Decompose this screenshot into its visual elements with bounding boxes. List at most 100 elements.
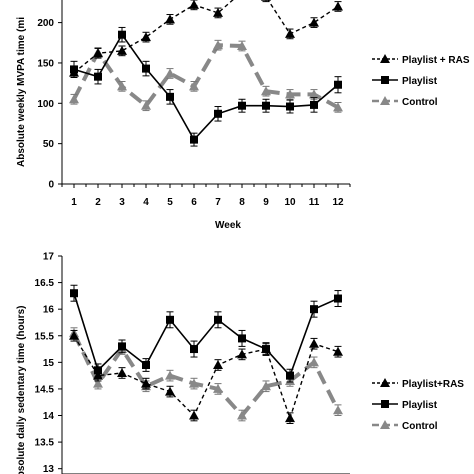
data-point bbox=[261, 381, 271, 391]
data-point bbox=[237, 349, 247, 359]
data-point bbox=[333, 102, 343, 112]
x-tick-label: 12 bbox=[332, 197, 344, 208]
y-axis-title: Absolute daily sedentary time (hours) bbox=[16, 306, 27, 474]
data-point bbox=[166, 315, 174, 324]
series-line bbox=[73, 0, 339, 74]
data-point bbox=[214, 109, 222, 118]
y-tick-label: 15.5 bbox=[35, 331, 55, 342]
legend-marker bbox=[381, 76, 389, 84]
series-line bbox=[72, 43, 339, 110]
x-tick-label: 2 bbox=[95, 197, 101, 208]
data-point bbox=[165, 68, 175, 78]
legend: Playlist+RAS Playlist Control bbox=[372, 378, 464, 432]
data-point bbox=[93, 378, 103, 388]
x-tick-label: 8 bbox=[239, 197, 245, 208]
data-point bbox=[286, 102, 294, 111]
legend-label: Playlist + RAS bbox=[402, 55, 470, 66]
data-point bbox=[213, 40, 223, 50]
series-line bbox=[73, 335, 339, 421]
data-point bbox=[262, 101, 270, 110]
data-point bbox=[309, 17, 319, 27]
y-tick-label: 50 bbox=[43, 139, 55, 150]
x-tick-label: 5 bbox=[167, 197, 173, 208]
data-point bbox=[190, 345, 198, 354]
legend: Playlist + RAS Playlist Control bbox=[372, 54, 470, 108]
legend-marker bbox=[380, 378, 390, 387]
x-tick-label: 3 bbox=[119, 197, 125, 208]
data-point bbox=[142, 361, 150, 369]
data-point bbox=[238, 101, 246, 110]
series-playlist bbox=[70, 26, 342, 147]
data-point bbox=[141, 100, 151, 110]
data-point bbox=[93, 48, 103, 58]
legend-label: Control bbox=[402, 97, 438, 108]
data-point bbox=[69, 330, 79, 340]
data-point bbox=[118, 30, 126, 39]
data-point bbox=[261, 344, 271, 354]
data-point bbox=[334, 294, 342, 303]
data-point bbox=[261, 0, 271, 1]
x-tick-label: 4 bbox=[143, 197, 149, 208]
data-point bbox=[309, 357, 319, 367]
legend-label: Playlist+RAS bbox=[402, 379, 464, 390]
series-line bbox=[73, 33, 339, 141]
y-tick-label: 0 bbox=[48, 180, 54, 191]
y-tick-label: 17 bbox=[43, 252, 55, 263]
data-point bbox=[189, 378, 199, 388]
legend-marker bbox=[380, 96, 390, 105]
data-point bbox=[237, 410, 247, 420]
series-playlist-ras bbox=[69, 0, 343, 78]
legend-marker bbox=[380, 54, 390, 63]
x-axis-title: Week bbox=[215, 220, 241, 231]
data-point bbox=[69, 94, 79, 104]
legend-marker bbox=[381, 400, 389, 408]
data-point bbox=[189, 0, 199, 9]
data-point bbox=[142, 64, 150, 73]
x-tick-label: 6 bbox=[191, 197, 197, 208]
data-point bbox=[189, 410, 199, 420]
data-point bbox=[285, 28, 295, 38]
data-point bbox=[117, 367, 127, 377]
data-point bbox=[165, 14, 175, 24]
data-point bbox=[261, 86, 271, 96]
data-point bbox=[333, 346, 343, 356]
y-tick-label: 14.5 bbox=[35, 384, 55, 395]
y-tick-label: 13.5 bbox=[35, 438, 55, 449]
data-point bbox=[310, 305, 318, 314]
x-tick-label: 7 bbox=[215, 197, 221, 208]
data-point bbox=[285, 89, 295, 99]
data-point bbox=[118, 342, 126, 351]
data-point bbox=[117, 45, 127, 55]
x-tick-label: 1 bbox=[71, 197, 77, 208]
y-tick-label: 13 bbox=[43, 464, 55, 474]
y-tick-label: 16.5 bbox=[35, 278, 55, 289]
data-point bbox=[190, 135, 198, 144]
chart-2: 13 13.5 14 14.5 15 15.5 16 16.5 17 Absolute daily… bbox=[16, 252, 464, 474]
legend-marker bbox=[380, 420, 390, 429]
data-point bbox=[333, 1, 343, 11]
x-tick-label: 11 bbox=[309, 197, 320, 208]
data-point bbox=[70, 289, 78, 298]
data-point bbox=[165, 370, 175, 380]
data-point bbox=[141, 378, 151, 388]
data-point bbox=[213, 383, 223, 393]
data-point bbox=[94, 72, 102, 81]
legend-label: Playlist bbox=[402, 400, 438, 411]
data-point bbox=[237, 41, 247, 50]
series-control bbox=[69, 39, 343, 113]
y-tick-label: 100 bbox=[37, 99, 54, 110]
data-point bbox=[309, 89, 319, 99]
data-point bbox=[141, 32, 151, 42]
data-point bbox=[309, 338, 319, 348]
data-point bbox=[310, 100, 318, 109]
legend-label: Playlist bbox=[402, 76, 438, 87]
data-point bbox=[69, 67, 79, 77]
data-point bbox=[213, 7, 223, 17]
data-point bbox=[285, 413, 295, 423]
series-playlist-ras bbox=[69, 329, 343, 424]
y-tick-label: 150 bbox=[37, 58, 54, 69]
data-point bbox=[189, 81, 199, 91]
series-line bbox=[72, 332, 340, 419]
